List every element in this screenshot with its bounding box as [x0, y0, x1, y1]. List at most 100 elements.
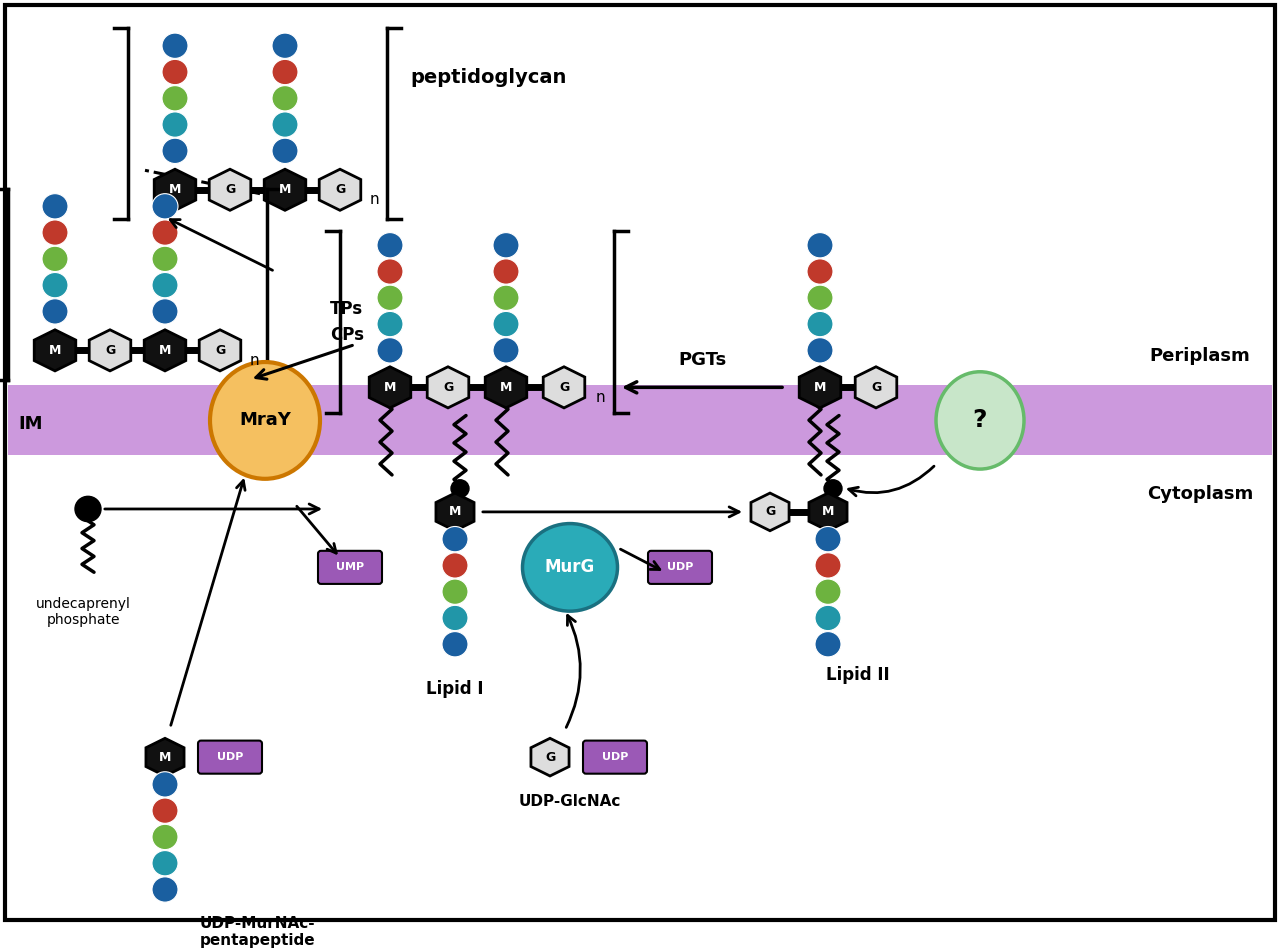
Text: UDP: UDP [602, 752, 628, 762]
Text: M: M [159, 344, 172, 357]
Circle shape [163, 112, 188, 137]
Text: M: M [159, 750, 172, 764]
Circle shape [163, 86, 188, 111]
Circle shape [273, 33, 298, 58]
Circle shape [152, 273, 178, 297]
Text: PGTs: PGTs [678, 352, 726, 370]
Circle shape [806, 312, 833, 336]
Text: G: G [443, 381, 453, 394]
Text: M: M [449, 505, 461, 519]
Text: G: G [545, 750, 556, 764]
Circle shape [42, 273, 68, 297]
Text: n: n [250, 352, 260, 368]
Text: Lipid II: Lipid II [826, 666, 890, 684]
Text: IM: IM [18, 415, 42, 433]
Text: n: n [596, 390, 605, 405]
Circle shape [815, 632, 841, 656]
Text: Cytoplasm: Cytoplasm [1147, 485, 1253, 504]
Polygon shape [145, 330, 186, 370]
Circle shape [42, 246, 68, 272]
Circle shape [273, 138, 298, 163]
Circle shape [442, 526, 468, 552]
Circle shape [152, 220, 178, 245]
Polygon shape [531, 738, 570, 776]
Circle shape [378, 233, 403, 257]
Circle shape [42, 194, 68, 218]
Circle shape [76, 496, 101, 522]
Text: UDP-MurNAc-
pentapeptide: UDP-MurNAc- pentapeptide [200, 916, 316, 948]
FancyBboxPatch shape [582, 741, 646, 773]
Ellipse shape [522, 523, 617, 611]
FancyBboxPatch shape [198, 741, 262, 773]
FancyBboxPatch shape [648, 551, 712, 584]
Text: UMP: UMP [335, 562, 364, 572]
Text: ?: ? [973, 408, 987, 432]
Circle shape [806, 258, 833, 284]
Text: G: G [765, 505, 776, 519]
Circle shape [163, 59, 188, 85]
Circle shape [163, 33, 188, 58]
Circle shape [273, 112, 298, 137]
Polygon shape [543, 367, 585, 408]
Polygon shape [154, 169, 196, 210]
Circle shape [493, 285, 518, 311]
Circle shape [806, 285, 833, 311]
Polygon shape [200, 330, 241, 370]
Circle shape [152, 246, 178, 272]
Text: Lipid I: Lipid I [426, 680, 484, 698]
Circle shape [378, 258, 403, 284]
Circle shape [806, 337, 833, 363]
Circle shape [451, 480, 468, 497]
Ellipse shape [210, 362, 320, 479]
Circle shape [824, 480, 842, 497]
Circle shape [493, 258, 518, 284]
Circle shape [273, 59, 298, 85]
Text: MurG: MurG [545, 559, 595, 577]
Polygon shape [369, 367, 411, 408]
Circle shape [152, 194, 178, 218]
Text: G: G [335, 183, 346, 197]
Text: M: M [384, 381, 397, 394]
FancyBboxPatch shape [317, 551, 381, 584]
Polygon shape [428, 367, 468, 408]
Polygon shape [209, 169, 251, 210]
Circle shape [442, 605, 468, 631]
Circle shape [152, 850, 178, 876]
Circle shape [806, 233, 833, 257]
Polygon shape [264, 169, 306, 210]
Circle shape [815, 580, 841, 604]
Circle shape [493, 312, 518, 336]
Text: UDP: UDP [667, 562, 694, 572]
Polygon shape [751, 493, 788, 531]
Circle shape [273, 86, 298, 111]
Circle shape [42, 298, 68, 324]
Circle shape [152, 298, 178, 324]
Text: M: M [49, 344, 61, 357]
Polygon shape [855, 367, 897, 408]
Circle shape [152, 877, 178, 902]
Circle shape [442, 553, 468, 578]
Circle shape [163, 138, 188, 163]
Text: MraY: MraY [239, 411, 291, 429]
Circle shape [815, 553, 841, 578]
Circle shape [152, 825, 178, 849]
Text: Periplasm: Periplasm [1149, 347, 1251, 365]
Text: G: G [559, 381, 570, 394]
Text: G: G [105, 344, 115, 357]
Circle shape [42, 220, 68, 245]
Circle shape [152, 798, 178, 824]
Text: TPs: TPs [330, 299, 364, 317]
Circle shape [378, 337, 403, 363]
Ellipse shape [936, 371, 1024, 469]
Text: M: M [822, 505, 835, 519]
Circle shape [493, 337, 518, 363]
Text: M: M [814, 381, 826, 394]
Text: M: M [169, 183, 182, 197]
Text: G: G [215, 344, 225, 357]
Text: UDP: UDP [216, 752, 243, 762]
Polygon shape [485, 367, 527, 408]
FancyBboxPatch shape [8, 386, 1272, 455]
Circle shape [442, 632, 468, 656]
Polygon shape [35, 330, 76, 370]
Polygon shape [90, 330, 131, 370]
